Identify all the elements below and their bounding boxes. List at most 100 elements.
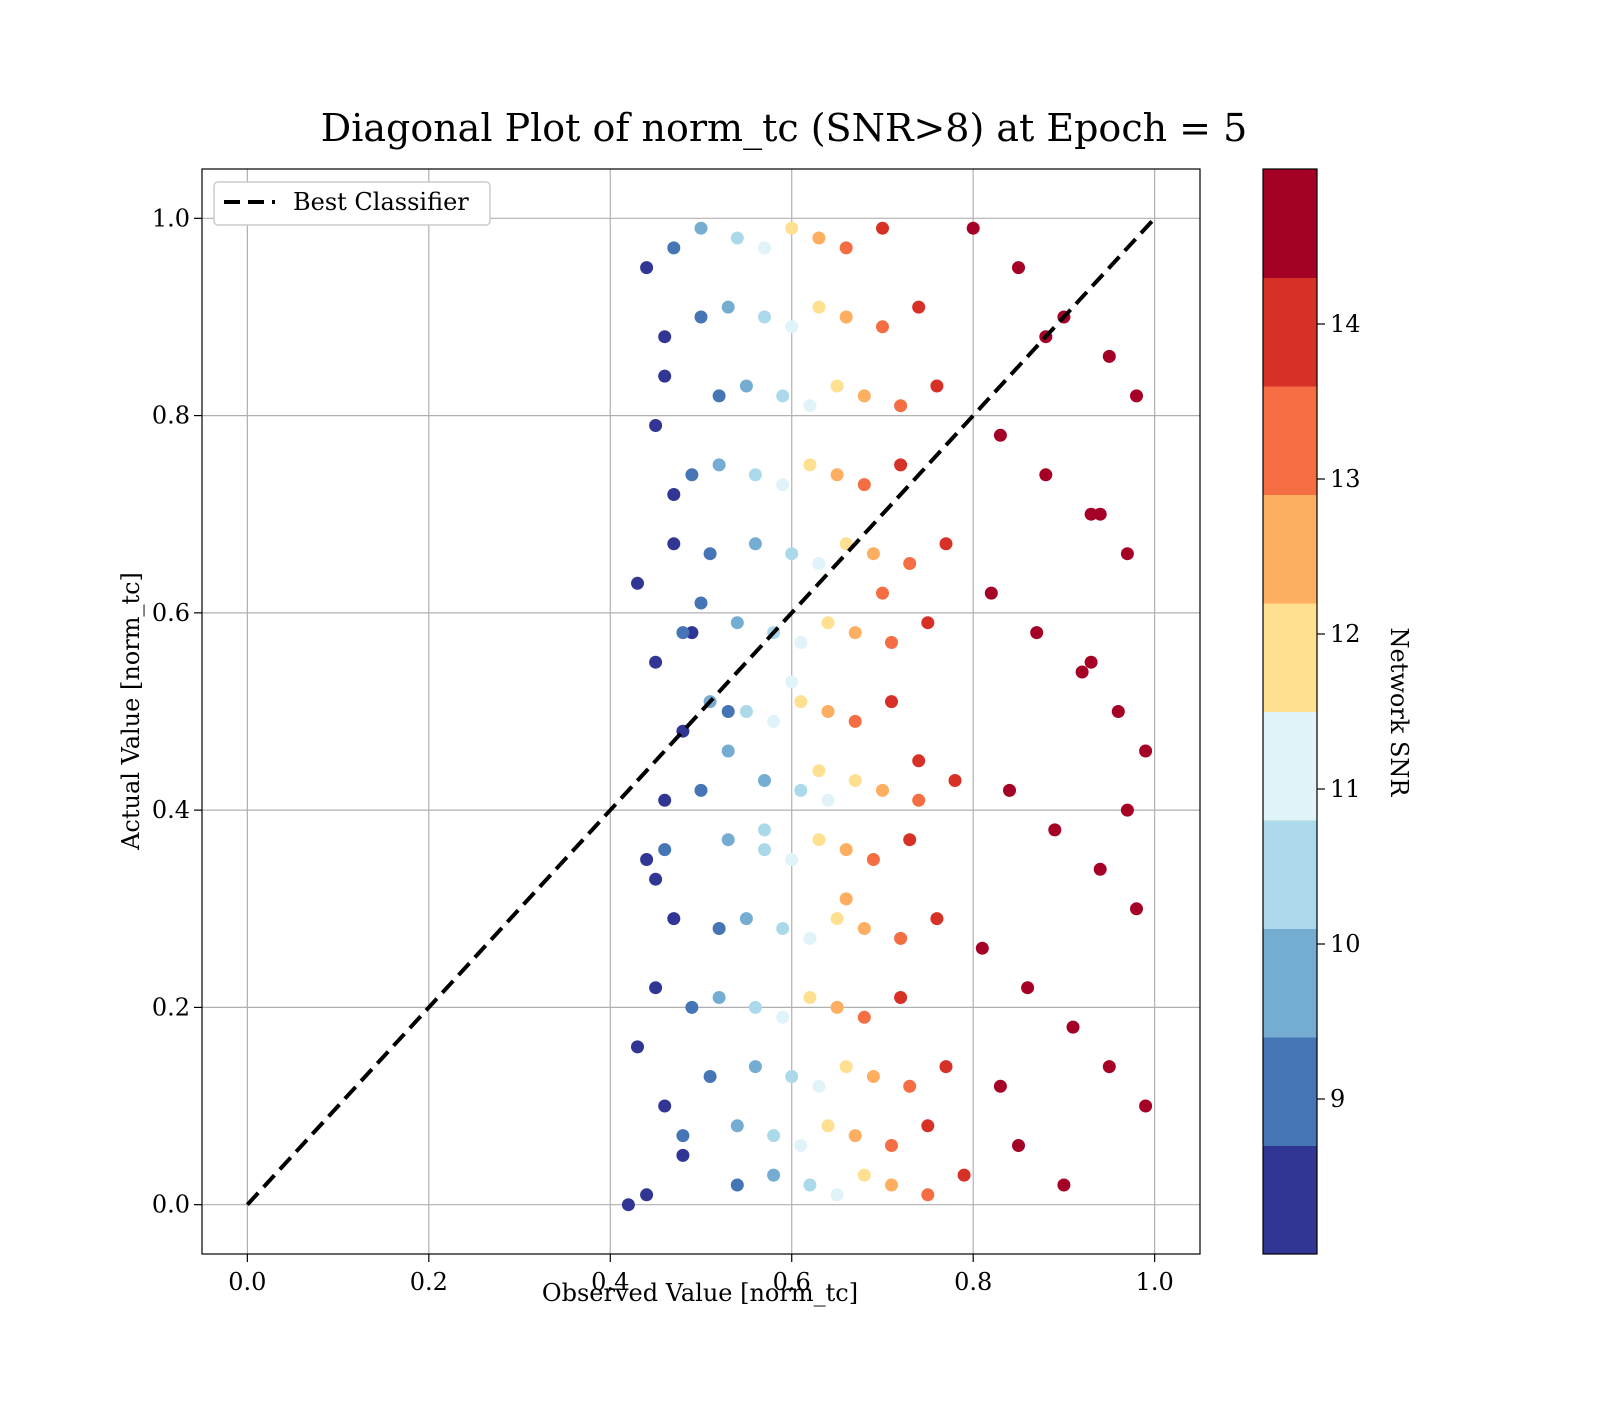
scatter-point: [939, 537, 953, 551]
scatter-point: [821, 793, 835, 807]
x-tick-label: 0.4: [591, 1268, 629, 1296]
scatter-point: [1075, 665, 1089, 679]
scatter-point: [894, 399, 908, 413]
scatter-point: [876, 586, 889, 600]
colorbar-band: [1263, 711, 1317, 821]
colorbar-ticks: 9 10 11 12 13 14: [1317, 310, 1361, 1113]
scatter-point: [848, 714, 862, 728]
scatter-point: [667, 488, 681, 501]
scatter-point: [694, 221, 708, 235]
y-tick-label: 0.6: [152, 599, 190, 627]
scatter-point: [794, 636, 808, 649]
scatter-point: [885, 695, 898, 709]
scatter-point: [667, 537, 681, 551]
scatter-point: [794, 783, 808, 797]
scatter-point: [1111, 705, 1125, 718]
plot-frame: [201, 168, 1201, 1255]
scatter-point: [712, 922, 726, 935]
scatter-point: [1139, 744, 1153, 758]
scatter-point: [758, 823, 771, 837]
scatter-point: [676, 626, 690, 640]
scatter-point: [776, 478, 790, 492]
scatter-point: [830, 1188, 844, 1202]
scatter-point: [748, 1060, 762, 1074]
scatter-point: [957, 1168, 971, 1182]
x-axis-label: Observed Value [norm_tc]: [542, 1279, 858, 1307]
colorbar-band: [1263, 820, 1317, 929]
colorbar-label: Network SNR: [1385, 628, 1413, 798]
scatter-point: [658, 843, 672, 857]
scatter-point: [912, 754, 926, 768]
scatter-point: [776, 1010, 790, 1024]
y-tick-label: 0.0: [152, 1191, 190, 1219]
scatter-point: [785, 221, 799, 235]
scatter-point: [649, 655, 663, 669]
scatter-point: [730, 1119, 744, 1133]
scatter-point: [640, 261, 654, 275]
plot-area: 0.0 0.2 0.4 0.6 0.8 1.0 0.0 0.2 0.4 0.6 0.8 1.0: [152, 168, 1201, 1296]
scatter-point: [894, 991, 908, 1004]
scatter-point: [658, 793, 672, 807]
scatter-point: [821, 705, 835, 718]
scatter-point: [1012, 261, 1025, 275]
scatter-point: [803, 931, 817, 945]
scatter-point: [1030, 626, 1044, 640]
colorbar: 9 10 11 12 13 14 Network SNR: [1262, 168, 1413, 1255]
scatter-point: [885, 1178, 898, 1192]
scatter-point: [921, 616, 935, 630]
colorbar-band: [1263, 494, 1317, 604]
scatter-point: [776, 922, 790, 935]
x-tick-label: 0.2: [410, 1268, 448, 1296]
scatter-point: [785, 547, 799, 561]
scatter-point: [903, 833, 917, 847]
scatter-point: [1120, 803, 1134, 817]
colorbar-bands: [1263, 169, 1317, 1255]
scatter-point: [640, 1188, 654, 1202]
scatter-point: [739, 379, 753, 393]
scatter-point: [866, 547, 880, 561]
colorbar-tick-label: 10: [1330, 930, 1361, 958]
scatter-point: [667, 241, 681, 255]
chart-title: Diagonal Plot of norm_tc (SNR>8) at Epoc…: [321, 106, 1248, 151]
scatter-point: [721, 705, 735, 718]
scatter-point: [839, 1060, 853, 1074]
scatter-point: [894, 458, 908, 472]
scatter-point: [712, 389, 726, 403]
y-tick-label: 0.8: [152, 402, 190, 430]
scatter-point: [767, 1129, 781, 1143]
scatter-point: [803, 399, 817, 413]
scatter-point: [993, 1079, 1007, 1093]
scatter-point: [1102, 1060, 1116, 1074]
x-tick-label: 0.0: [228, 1268, 266, 1296]
scatter-point: [730, 616, 744, 630]
y-tick-label: 0.2: [152, 993, 190, 1021]
colorbar-band: [1263, 169, 1317, 278]
scatter-point: [1039, 468, 1053, 482]
scatter-point: [649, 981, 663, 995]
scatter-point: [830, 1000, 844, 1014]
y-axis-label: Actual Value [norm_tc]: [117, 572, 145, 851]
scatter-point: [803, 991, 817, 1004]
scatter-point: [993, 428, 1007, 442]
scatter-point: [739, 912, 753, 926]
scatter-point: [1093, 507, 1107, 521]
scatter-point: [812, 764, 826, 778]
scatter-point: [776, 389, 790, 403]
scatter-point: [830, 912, 844, 926]
colorbar-tick-label: 12: [1330, 620, 1361, 648]
scatter-point: [812, 1079, 826, 1093]
scatter-point: [857, 922, 871, 935]
scatter-point: [857, 389, 871, 403]
scatter-point: [830, 468, 844, 482]
scatter-point: [885, 636, 898, 649]
scatter-point: [1130, 902, 1143, 916]
scatter-point: [1130, 389, 1143, 403]
scatter-point: [712, 991, 726, 1004]
scatter-point: [857, 1010, 871, 1024]
x-axis-ticks: 0.0 0.2 0.4 0.6 0.8 1.0: [228, 1254, 1174, 1296]
colorbar-tick-label: 14: [1330, 310, 1361, 338]
scatter-point: [721, 833, 735, 847]
scatter-point: [1048, 823, 1062, 837]
scatter-point: [912, 300, 926, 314]
